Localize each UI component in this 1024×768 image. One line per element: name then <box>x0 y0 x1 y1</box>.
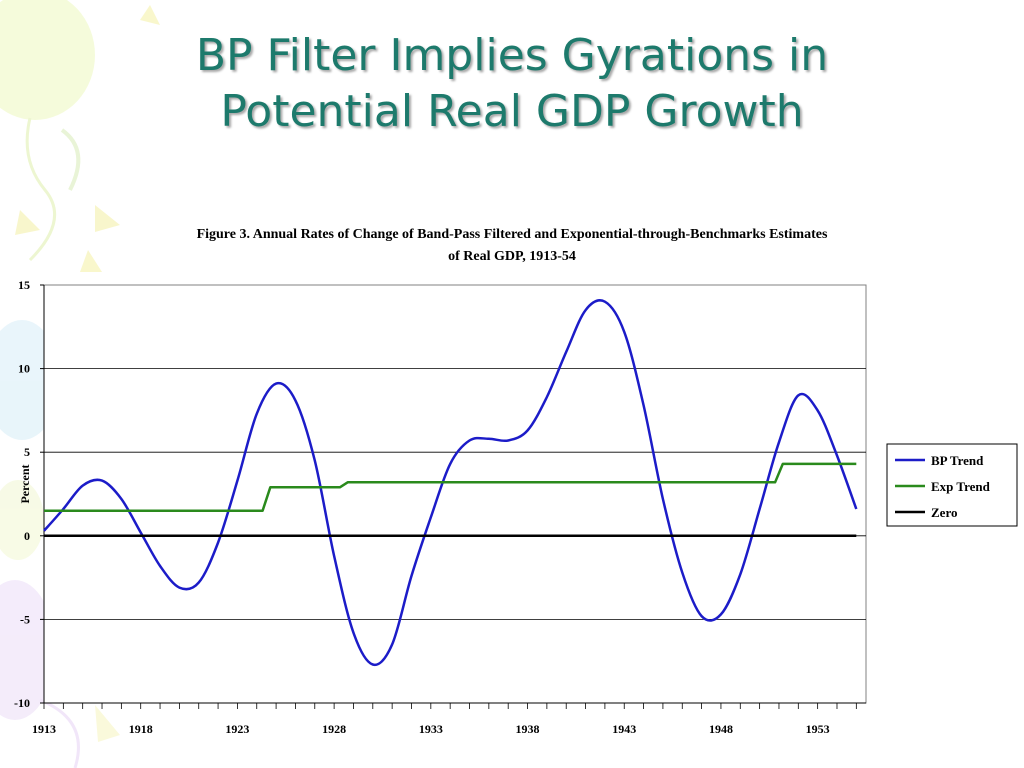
y-tick-label: 15 <box>18 278 30 292</box>
x-tick-label: 1948 <box>709 722 733 736</box>
y-tick-label: 10 <box>18 362 30 376</box>
x-tick-label: 1938 <box>516 722 540 736</box>
y-axis-label: Percent <box>18 464 32 503</box>
series-line-exp-trend <box>44 462 857 512</box>
y-tick-label: -10 <box>14 696 30 710</box>
slide-title-line1: BP Filter Implies Gyrations in <box>195 30 829 81</box>
chart-title: Figure 3. Annual Rates of Change of Band… <box>100 224 924 268</box>
balloon-decoration-icon <box>0 580 120 768</box>
x-tick-label: 1928 <box>322 722 346 736</box>
x-tick-label: 1918 <box>129 722 153 736</box>
x-tick-label: 1953 <box>806 722 830 736</box>
y-tick-label: -5 <box>20 612 30 626</box>
legend-label-zero: Zero <box>931 505 957 520</box>
x-tick-label: 1943 <box>612 722 636 736</box>
x-tick-label: 1923 <box>225 722 249 736</box>
x-tick-label: 1913 <box>32 722 56 736</box>
slide-title: BP Filter Implies Gyrations in Potential… <box>40 28 984 140</box>
series-line-bp-trend <box>43 299 858 667</box>
chart-title-line1: Figure 3. Annual Rates of Change of Band… <box>196 227 828 242</box>
y-tick-label: 0 <box>24 529 30 543</box>
plot-area <box>43 284 867 704</box>
legend-label-exp-trend: Exp Trend <box>931 479 991 494</box>
legend-label-bp-trend: BP Trend <box>931 453 984 468</box>
y-tick-label: 5 <box>24 445 30 459</box>
slide-title-line2: Potential Real GDP Growth <box>220 86 804 137</box>
balloon-decoration-icon <box>0 0 95 262</box>
chart-title-line2: of Real GDP, 1913-54 <box>448 249 576 264</box>
x-tick-label: 1933 <box>419 722 443 736</box>
star-decoration-icon <box>15 5 160 272</box>
